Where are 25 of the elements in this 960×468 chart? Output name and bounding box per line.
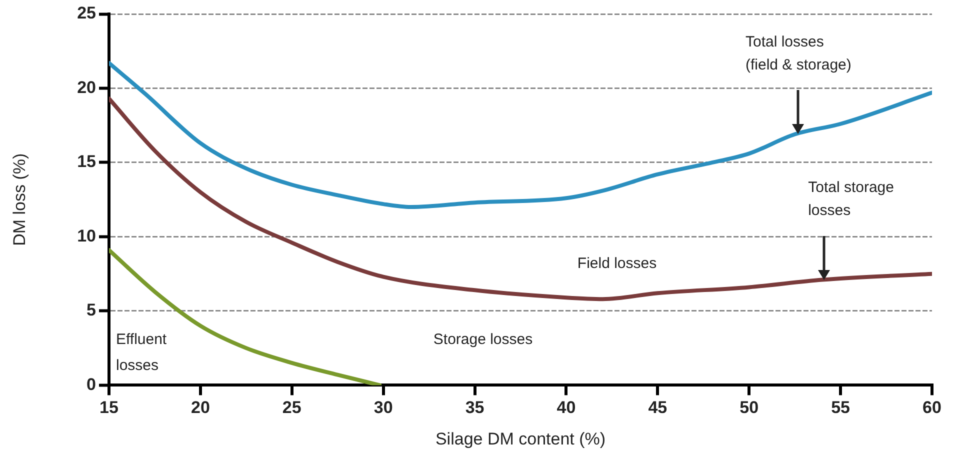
x-tick-label: 55 (831, 398, 850, 418)
y-tick-label: 25 (77, 4, 96, 23)
annotation: Total losses (field & storage) (745, 33, 852, 74)
x-tick-label: 60 (922, 398, 942, 418)
x-tick-label: 30 (374, 398, 393, 418)
annotation: Effluent losses (116, 331, 168, 374)
annotation: Storage losses (433, 331, 533, 348)
annotation: Field losses (577, 255, 657, 272)
x-tick-label: 25 (282, 398, 302, 418)
x-tick-label: 50 (740, 398, 759, 418)
annotation: Total storage losses (808, 178, 894, 219)
y-axis-title: DM loss (%) (10, 153, 29, 246)
y-tick-label: 15 (77, 152, 96, 172)
x-tick-label: 35 (465, 398, 484, 418)
y-tick-label: 20 (77, 78, 96, 97)
x-axis-title: Silage DM content (%) (435, 429, 606, 448)
line-series (109, 248, 382, 386)
line-series (109, 96, 932, 302)
x-tick-label: 20 (190, 398, 210, 418)
x-tick-label: 15 (100, 398, 118, 418)
y-tick-label: 10 (77, 226, 96, 246)
y-tick-label: 0 (86, 374, 96, 394)
y-tick-label: 5 (86, 300, 96, 320)
x-tick-label: 40 (556, 398, 576, 418)
x-tick-label: 45 (648, 398, 668, 418)
